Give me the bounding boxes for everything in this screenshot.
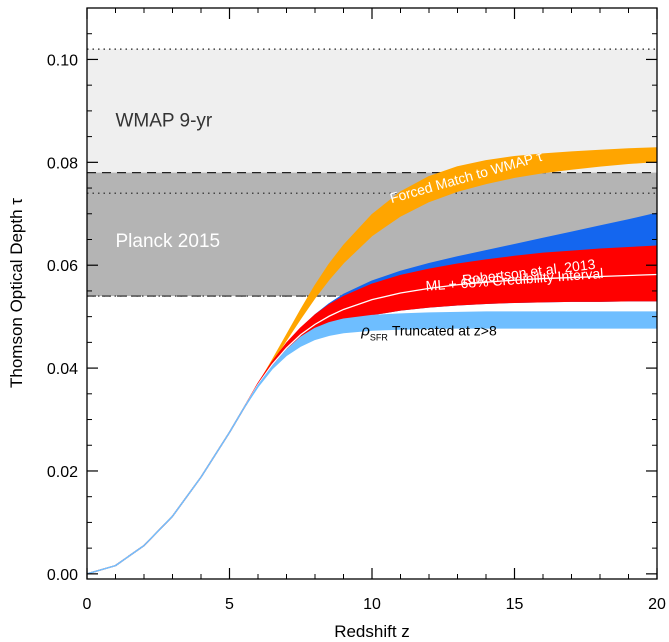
series-label-3: ρSFR Truncated at z>8 xyxy=(360,323,497,343)
x-tick-label: 10 xyxy=(363,596,381,613)
band-label-1: Planck 2015 xyxy=(116,231,221,252)
x-axis-title: Redshift z xyxy=(334,622,410,641)
y-tick-label: 0.08 xyxy=(47,155,78,172)
x-tick-label: 15 xyxy=(506,596,524,613)
y-tick-label: 0.06 xyxy=(47,258,78,275)
y-tick-label: 0.00 xyxy=(47,567,78,584)
series-layer xyxy=(87,147,657,575)
y-tick-label: 0.10 xyxy=(47,52,78,69)
x-tick-label: 0 xyxy=(83,596,92,613)
series-label-text: Truncated at z>8 xyxy=(392,323,497,339)
x-tick-label: 5 xyxy=(225,596,234,613)
y-axis-title: Thomson Optical Depth τ xyxy=(7,198,26,388)
x-tick-label: 20 xyxy=(648,596,666,613)
y-tick-label: 0.04 xyxy=(47,361,78,378)
series-label-subscript: SFR xyxy=(370,333,389,343)
y-tick-label: 0.02 xyxy=(47,464,78,481)
ticks-layer: 0 5 10 15 20 0.00 0.02 0.04 0.06 0.08 0.10 xyxy=(47,7,666,613)
series-band-3 xyxy=(87,311,657,575)
band-label-0: WMAP 9-yr xyxy=(116,110,213,131)
series-label-symbol: ρ xyxy=(360,323,370,340)
